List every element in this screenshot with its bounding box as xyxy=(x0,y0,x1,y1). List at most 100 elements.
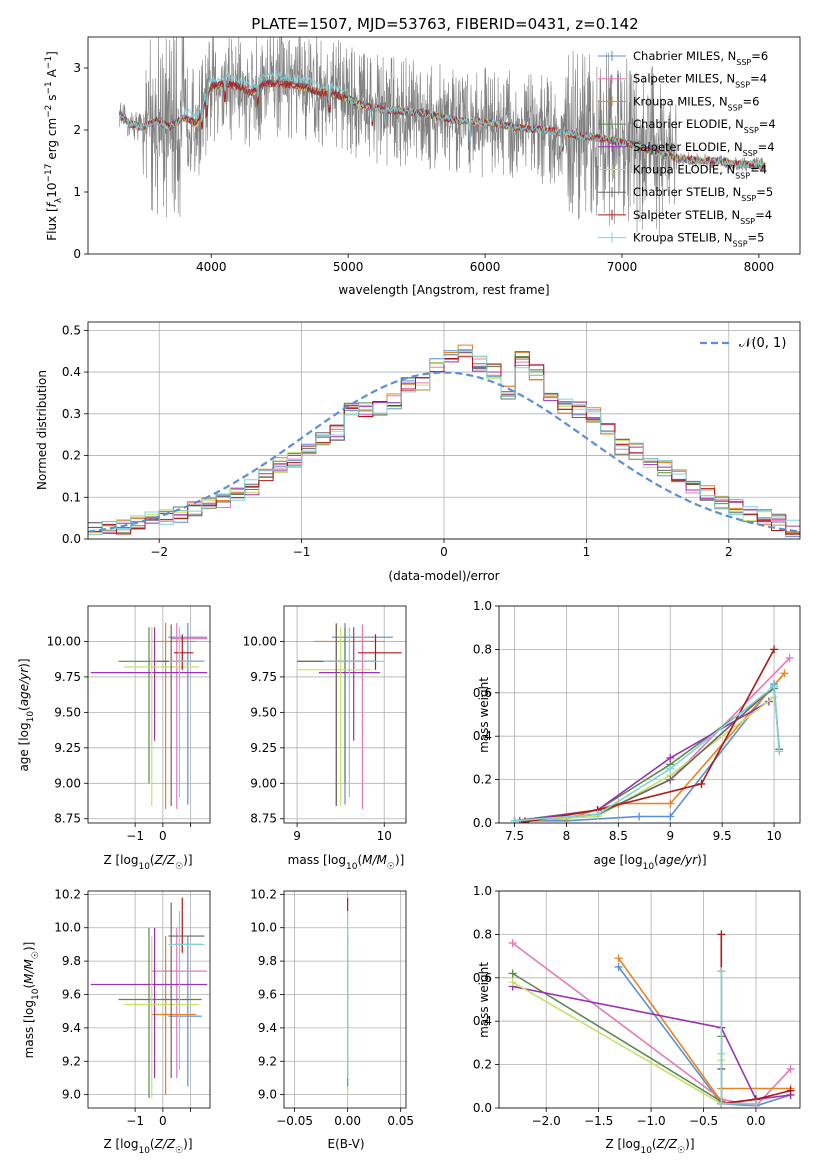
legend-label-text: Kroupa ELODIE, N xyxy=(633,163,735,177)
data-point-marker xyxy=(614,962,623,971)
weight_vs_age-x-axis-label-part: 10 xyxy=(643,862,655,872)
y-tick-label: 0.8 xyxy=(473,642,492,656)
y-tick-label: 9.25 xyxy=(250,741,277,755)
residuals-legend: 𝒩(0, 1) xyxy=(700,336,786,351)
data-point-marker xyxy=(717,1049,726,1058)
legend-label-sub: SSP xyxy=(741,194,756,203)
mass_vs_Z-y-axis-label-part: M/M xyxy=(22,958,36,983)
x-tick-label: −1 xyxy=(126,1114,144,1128)
series-line-chabrier-elodie xyxy=(514,687,775,822)
x-tick-label: −1 xyxy=(293,545,311,559)
weight_vs_Z-panel: −2.0 −1.5 −1.0 −0.5 0.0 0.0 0.2 0.4 0.6 0.8 1.0 Z [… xyxy=(473,884,801,1156)
legend-label-text: Kroupa STELIB, N xyxy=(633,231,733,245)
x-tick-label: 2 xyxy=(725,545,733,559)
y-tick-label: 10.0 xyxy=(250,921,277,935)
weight_vs_age-x-axis-label-part: )] xyxy=(697,853,706,867)
residuals-panel-plot-area xyxy=(88,344,800,538)
legend-label-suffix: =4 xyxy=(758,140,775,154)
y-tick-label: 10.2 xyxy=(54,887,81,901)
age_vs_Z-x-axis-label: Z [log10(Z/Z☉)] xyxy=(103,853,192,872)
weight_vs_Z-x-axis-label-part: 10 xyxy=(640,1146,652,1156)
legend-label-sub: SSP xyxy=(728,103,743,112)
axes-frame xyxy=(283,890,407,1109)
axes-frame xyxy=(87,890,211,1109)
x-tick-label: −0.5 xyxy=(689,1114,718,1128)
x-tick-label: 0 xyxy=(440,545,448,559)
legend-label-text: Salpeter MILES, N xyxy=(633,72,735,86)
age_vs_mass-x-axis-label-part: mass [log xyxy=(288,853,346,867)
data-point-marker xyxy=(614,954,623,963)
y-tick-label: 0.6 xyxy=(473,971,492,985)
series-line-salpeter-miles xyxy=(524,657,791,822)
data-point-marker xyxy=(780,669,789,678)
legend-label-sub: SSP xyxy=(744,126,759,135)
mass_vs_Z-y-axis-label: mass [log10(M/M☉)] xyxy=(22,942,41,1059)
mass_vs_Z-y-axis-label-part: 10 xyxy=(31,988,41,1000)
y-tick-label: 9.0 xyxy=(258,1088,277,1102)
age_vs_Z-y-axis-label-part: 10 xyxy=(26,711,36,723)
y-tick-label: 10.0 xyxy=(54,921,81,935)
age_vs_Z-x-axis-label-part: ☉ xyxy=(175,862,183,872)
histogram-salpeter-stelib xyxy=(88,356,800,535)
y-tick-label: 10.2 xyxy=(250,887,277,901)
legend-label-text: Salpeter ELODIE, N xyxy=(633,140,743,154)
y-tick-label: 1 xyxy=(73,185,81,199)
weight_vs_Z-x-axis-label: Z [log10(Z/Z☉)] xyxy=(605,1137,694,1156)
legend-label: Chabrier STELIB, NSSP=5 xyxy=(633,185,773,203)
spectrum-y-axis-label-part: −2 xyxy=(44,105,54,118)
mass_vs_Z-y-axis-label-part: mass [log xyxy=(22,1000,36,1058)
y-tick-label: 0.4 xyxy=(62,365,81,379)
age_vs_mass-x-axis-label-part: )] xyxy=(395,853,404,867)
series-line-kroupa-miles xyxy=(514,672,786,822)
y-tick-label: 8.75 xyxy=(250,812,277,826)
legend-label-suffix: =5 xyxy=(756,185,773,199)
age_vs_Z-y-axis-label-part: age/yr xyxy=(17,667,31,706)
spectrum-y-axis-label: Flux [fλ10−17 erg cm−2 s−1 A−1] xyxy=(44,51,64,241)
data-point-marker xyxy=(770,682,779,691)
x-tick-label: 4000 xyxy=(196,260,227,274)
axes-frame xyxy=(283,605,407,824)
x-tick-label: 6000 xyxy=(470,260,501,274)
age_vs_Z-x-axis-label-part: 10 xyxy=(138,862,150,872)
data-point-marker xyxy=(717,930,726,939)
series-line-kroupa-elodie xyxy=(512,981,723,1106)
legend-label-sub: SSP xyxy=(740,216,755,225)
legend-label-suffix: =4 xyxy=(759,117,776,131)
data-point-marker xyxy=(770,645,779,654)
x-tick-label: −2 xyxy=(150,545,168,559)
age_vs_mass-x-axis-label-part: ☉ xyxy=(387,862,395,872)
legend-label: Chabrier MILES, NSSP=6 xyxy=(633,49,768,67)
weight_vs_age-x-axis-label-part: age [log xyxy=(593,853,642,867)
data-point-marker xyxy=(666,775,675,784)
age_vs_Z-y-axis-label-part: )] xyxy=(17,658,31,667)
legend-label-sub: SSP xyxy=(743,148,758,157)
x-tick-label: 9 xyxy=(293,829,301,843)
age_vs_mass-x-axis-label-part: M/M xyxy=(362,853,387,867)
x-tick-label: 0 xyxy=(159,829,167,843)
x-tick-label: 8 xyxy=(563,829,571,843)
spectrum-y-axis-label-part: −1 xyxy=(44,81,54,94)
spectrum-panel-plot-area xyxy=(119,37,766,238)
spectrum-y-axis-label-part: ] xyxy=(45,51,59,56)
y-tick-label: 9.8 xyxy=(62,954,81,968)
legend-label-suffix: =6 xyxy=(751,49,768,63)
spectrum-y-axis-label-part: −1 xyxy=(44,56,54,69)
legend-label: Chabrier ELODIE, NSSP=4 xyxy=(633,117,776,135)
x-tick-label: 8.5 xyxy=(609,829,628,843)
legend-label-text: Salpeter STELIB, N xyxy=(633,208,740,222)
weight_vs_age-y-axis-label: mass weight xyxy=(477,677,491,753)
y-tick-label: 9.2 xyxy=(258,1054,277,1068)
data-point-marker xyxy=(785,654,794,663)
x-tick-label: 7000 xyxy=(607,260,638,274)
data-point-marker xyxy=(593,810,602,819)
legend-label-sub: SSP xyxy=(733,239,748,248)
y-tick-label: 1.0 xyxy=(473,599,492,613)
y-tick-label: 0.4 xyxy=(473,1014,492,1028)
legend-label: Salpeter MILES, NSSP=4 xyxy=(633,72,767,90)
mass_vs_EBV-x-axis-label: E(B-V) xyxy=(327,1137,364,1151)
weight_vs_age-x-axis-label-part: ( xyxy=(654,853,659,867)
x-tick-label: −1.5 xyxy=(584,1114,613,1128)
age_vs_Z-panel-plot-area xyxy=(90,623,208,809)
